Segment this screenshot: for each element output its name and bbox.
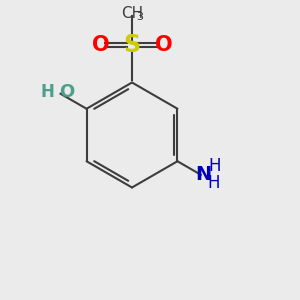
Text: O: O <box>92 35 109 55</box>
Text: H: H <box>40 83 54 101</box>
Text: CH: CH <box>121 6 143 21</box>
Text: N: N <box>195 165 211 184</box>
Text: O: O <box>59 83 74 101</box>
Text: S: S <box>123 33 141 57</box>
Text: H: H <box>207 174 219 192</box>
Text: O: O <box>155 35 172 55</box>
Text: H: H <box>208 157 221 175</box>
Text: 3: 3 <box>136 11 143 22</box>
